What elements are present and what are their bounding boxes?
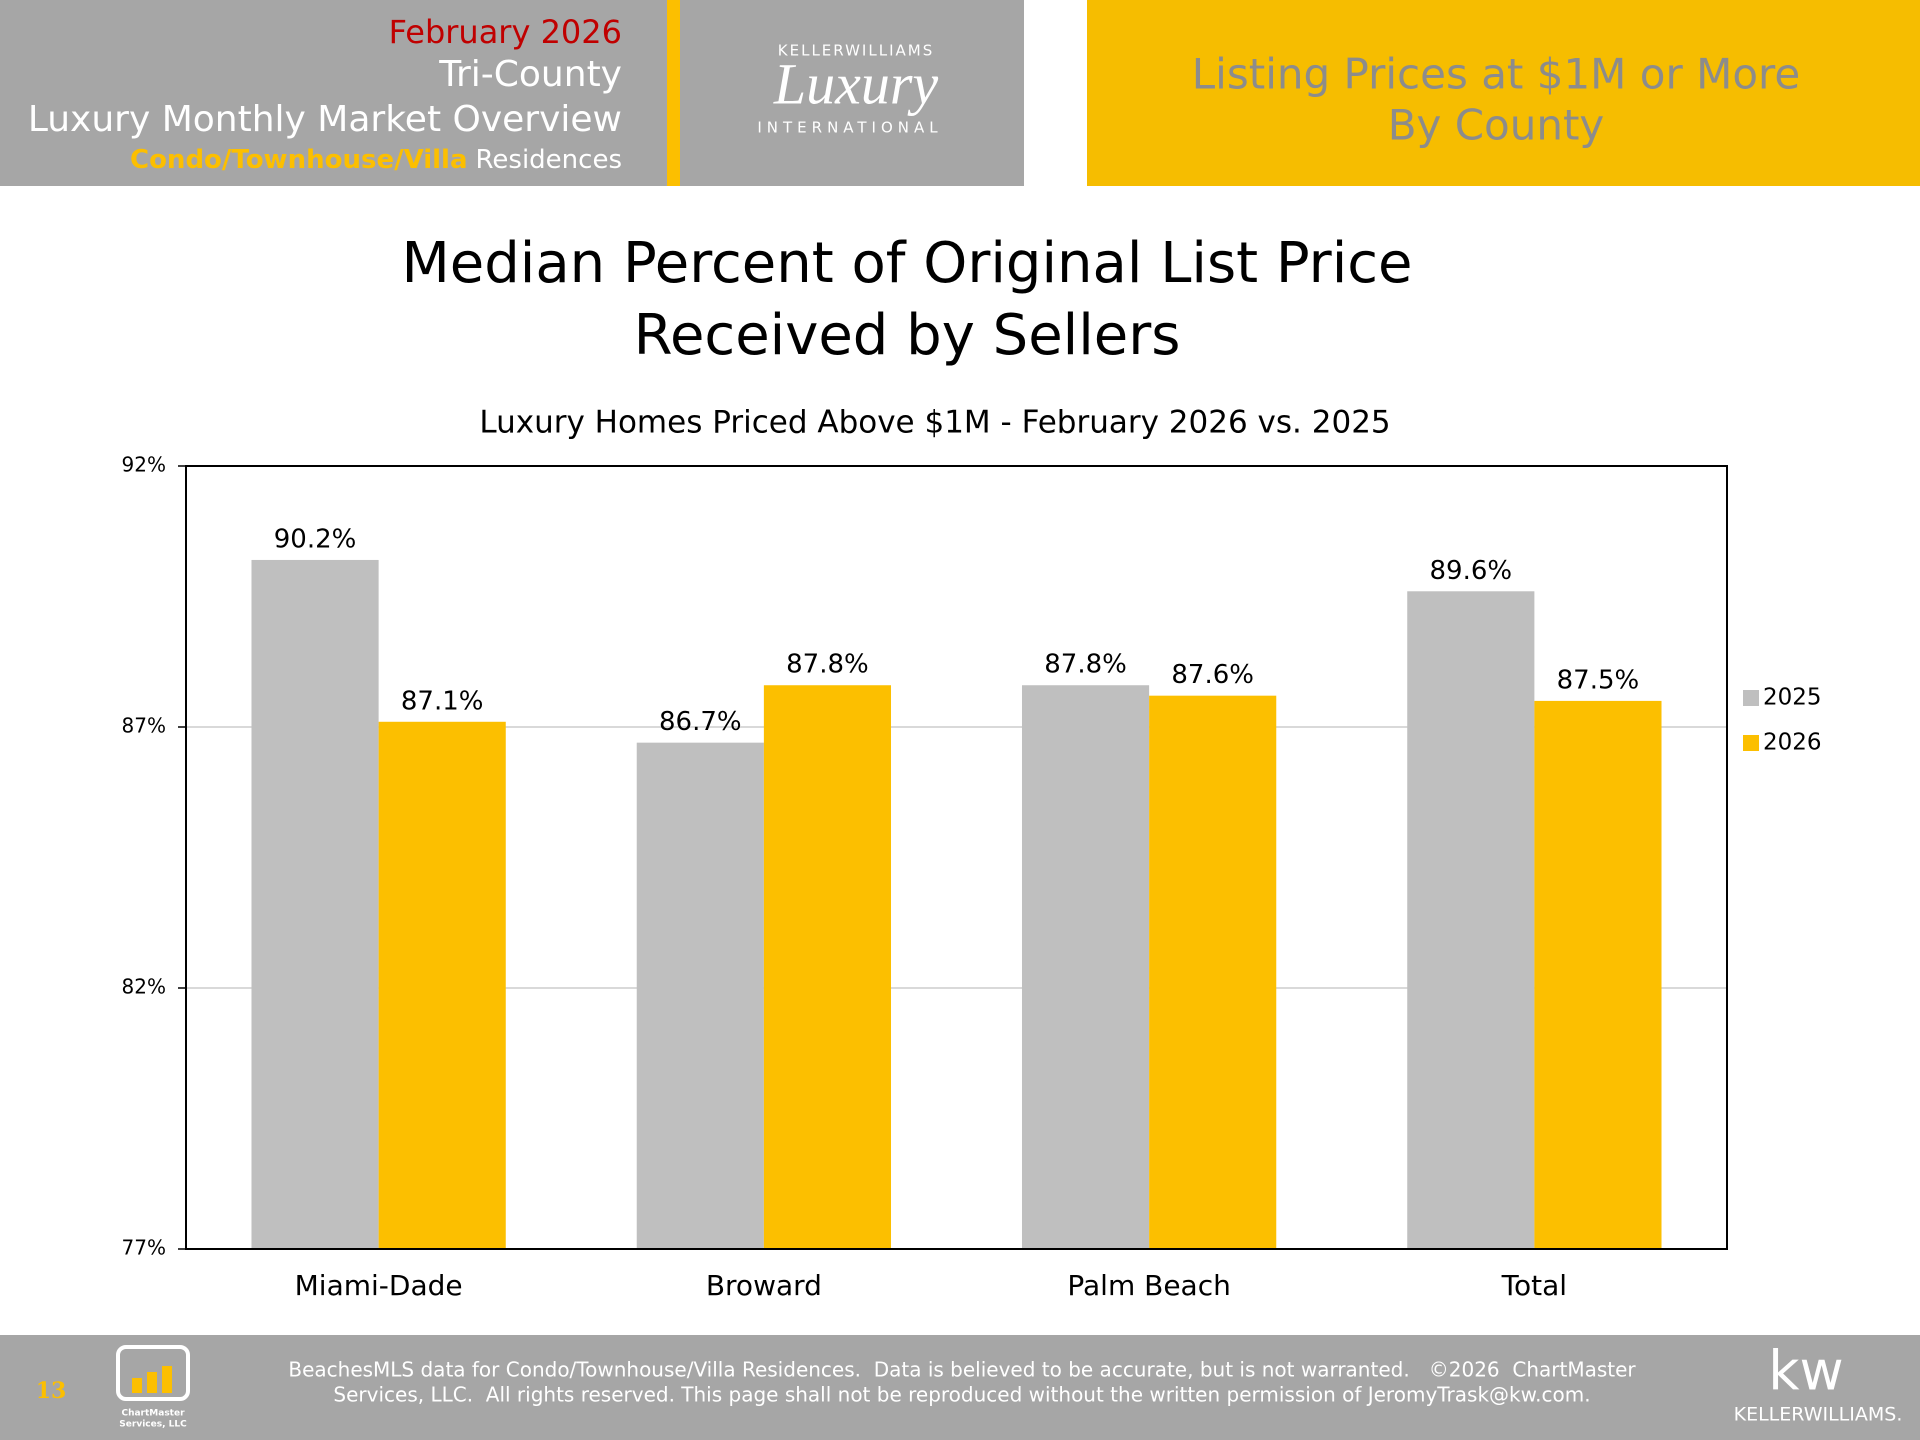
value-label: 86.7% <box>659 707 742 737</box>
legend-swatch <box>1743 735 1759 751</box>
value-label: 87.8% <box>1044 650 1127 680</box>
y-tick-label: 77% <box>122 1236 166 1260</box>
header-date: February 2026 <box>389 13 622 51</box>
bar <box>1021 685 1150 1249</box>
disclaimer: Services, LLC. All rights reserved. This… <box>333 1383 1590 1407</box>
banner-line: By County <box>1388 101 1605 150</box>
legend-label: 2026 <box>1763 730 1822 756</box>
page-number: 13 <box>36 1378 67 1404</box>
bar <box>636 742 764 1249</box>
header-region: Tri-County <box>438 54 622 95</box>
segment-suffix: Residences <box>476 145 622 175</box>
icon-bar <box>132 1378 142 1393</box>
header-report: Luxury Monthly Market Overview <box>28 99 622 140</box>
footer-bar <box>0 1335 1920 1440</box>
value-label: 89.6% <box>1430 556 1513 586</box>
y-tick-label: 87% <box>122 714 166 738</box>
header-segment: Condo/Townhouse/Villa Residences <box>130 145 622 175</box>
logo-brand: KELLERWILLIAMS <box>778 42 934 60</box>
banner-line: Listing Prices at $1M or More <box>1192 50 1800 99</box>
icon-bar <box>162 1366 172 1393</box>
value-label: 87.8% <box>786 650 869 680</box>
plot-frame <box>185 465 1728 1250</box>
value-label: 87.5% <box>1557 665 1640 695</box>
chart-subtitle: Luxury Homes Priced Above $1M - February… <box>479 405 1390 441</box>
kw-brand: KELLERWILLIAMS. <box>1734 1404 1903 1426</box>
disclaimer: BeachesMLS data for Condo/Townhouse/Vill… <box>288 1358 1636 1382</box>
credit: ChartMaster <box>121 1409 185 1419</box>
y-tick-label: 92% <box>122 453 166 477</box>
header-stripe <box>667 0 680 186</box>
x-tick-label: Total <box>1501 1269 1567 1302</box>
x-tick-label: Broward <box>706 1269 822 1302</box>
x-tick-label: Palm Beach <box>1067 1269 1230 1302</box>
chartmaster-icon <box>116 1345 190 1401</box>
y-tick-label: 82% <box>122 975 166 999</box>
chart-title: Received by Sellers <box>634 303 1181 368</box>
bar <box>251 559 379 1249</box>
value-label: 87.1% <box>401 686 484 716</box>
value-label: 87.6% <box>1171 660 1254 690</box>
credit: Services, LLC <box>119 1420 187 1430</box>
header-block <box>0 0 1024 186</box>
logo-sub: INTERNATIONAL <box>757 119 942 137</box>
bar <box>1407 591 1535 1249</box>
value-label: 90.2% <box>274 524 357 554</box>
logo-wordmark: Luxury <box>773 51 939 116</box>
bar <box>1534 700 1662 1249</box>
legend-label: 2025 <box>1763 685 1822 711</box>
bar <box>763 685 892 1249</box>
plot: 77% 82% 87% 92% Miami-Dade 90.2% 87.1% Broward 8… <box>122 453 1822 1303</box>
bar <box>378 721 506 1249</box>
legend-swatch <box>1743 690 1759 706</box>
icon-bar <box>147 1372 157 1393</box>
banner-block <box>1087 0 1920 186</box>
kw-mark: kw <box>1768 1340 1843 1403</box>
x-tick-label: Miami-Dade <box>295 1269 463 1302</box>
segment: Condo/Townhouse/Villa <box>130 145 468 175</box>
chart-title: Median Percent of Original List Price <box>401 231 1412 296</box>
bar <box>1149 695 1277 1249</box>
